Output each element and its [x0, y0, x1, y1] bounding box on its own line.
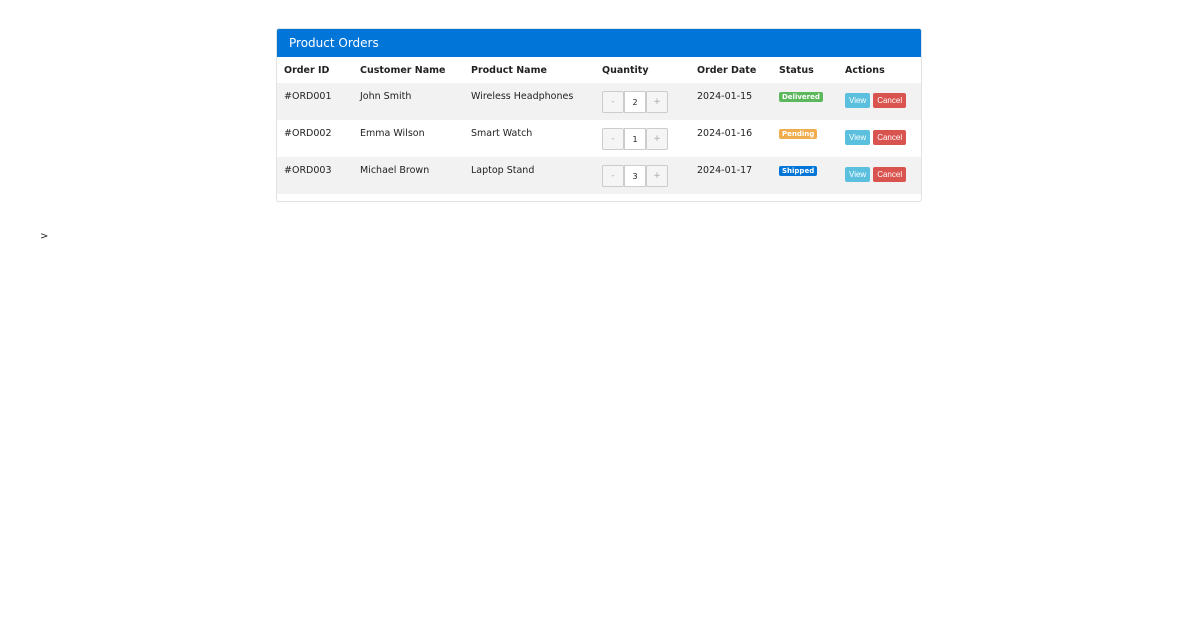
order-row: #ORD002 Emma Wilson Smart Watch -1 +2024-01-… [277, 120, 921, 157]
actions-cell: View Cancel [838, 83, 921, 120]
column-header: Status [779, 64, 814, 76]
order-row: #ORD001 John Smith Wireless Headphones -2 +2… [277, 83, 921, 120]
customer-name: Emma Wilson [360, 128, 425, 139]
order-id: #ORD001 [284, 91, 332, 102]
orders-table: Order ID Customer Name Product Name Quantit… [277, 57, 921, 194]
quantity-cell: -2 + [595, 83, 690, 120]
quantity-cell: -3 + [595, 157, 690, 194]
quantity-cell: -1 + [595, 120, 690, 157]
status-badge: Shipped [779, 166, 818, 176]
stray-text: > [40, 231, 49, 242]
actions-cell: View Cancel [838, 157, 921, 194]
product-name: Smart Watch [471, 128, 533, 139]
cancel-button[interactable]: Cancel [873, 167, 907, 182]
decrement-button[interactable]: - [602, 165, 624, 187]
increment-button[interactable]: + [646, 91, 668, 113]
status-cell: Shipped [772, 157, 838, 194]
view-button[interactable]: View [845, 93, 871, 108]
product-name: Laptop Stand [471, 165, 535, 176]
orders-panel: Product Orders Order ID Customer Name Prod… [276, 28, 922, 202]
view-button[interactable]: View [845, 167, 871, 182]
table-body: #ORD001 John Smith Wireless Headphones -2 +2… [277, 83, 921, 194]
quantity-input[interactable]: 2 [624, 91, 646, 113]
actions-cell: View Cancel [838, 120, 921, 157]
customer-name: Michael Brown [360, 165, 430, 176]
panel-title: Product Orders [277, 29, 921, 57]
status-badge: Pending [779, 129, 818, 139]
quantity-control: -2 + [602, 91, 690, 113]
order-id: #ORD003 [284, 165, 332, 176]
column-header: Order Date [697, 64, 757, 76]
column-header: Quantity [602, 64, 649, 76]
order-row: #ORD003 Michael Brown Laptop Stand -3 +2024-… [277, 157, 921, 194]
cancel-button[interactable]: Cancel [873, 93, 907, 108]
quantity-control: -1 + [602, 128, 690, 150]
customer-name: John Smith [360, 91, 412, 102]
column-header: Actions [845, 64, 885, 76]
view-button[interactable]: View [845, 130, 871, 145]
decrement-button[interactable]: - [602, 128, 624, 150]
status-cell: Pending [772, 120, 838, 157]
order-id: #ORD002 [284, 128, 332, 139]
order-date: 2024-01-16 [697, 128, 753, 139]
cancel-button[interactable]: Cancel [873, 130, 907, 145]
decrement-button[interactable]: - [602, 91, 624, 113]
quantity-input[interactable]: 1 [624, 128, 646, 150]
increment-button[interactable]: + [646, 165, 668, 187]
column-header: Product Name [471, 64, 547, 76]
increment-button[interactable]: + [646, 128, 668, 150]
quantity-control: -3 + [602, 165, 690, 187]
column-header: Customer Name [360, 64, 446, 76]
order-date: 2024-01-17 [697, 165, 753, 176]
order-date: 2024-01-15 [697, 91, 753, 102]
column-header: Order ID [284, 64, 330, 76]
header-row: Order ID Customer Name Product Name Quantit… [277, 57, 921, 83]
product-name: Wireless Headphones [471, 91, 574, 102]
status-badge: Delivered [779, 92, 823, 102]
status-cell: Delivered [772, 83, 838, 120]
quantity-input[interactable]: 3 [624, 165, 646, 187]
